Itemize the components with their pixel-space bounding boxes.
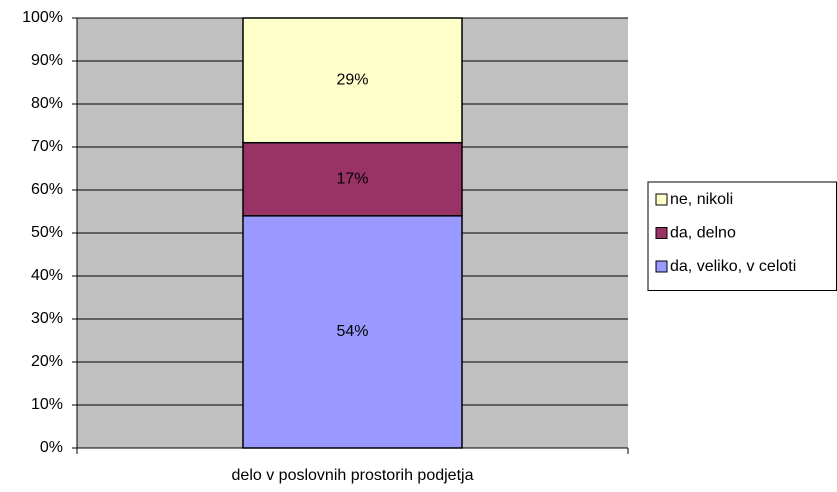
legend-swatch xyxy=(655,193,668,206)
y-tick-label: 20% xyxy=(31,353,63,370)
y-tick-label: 10% xyxy=(31,396,63,413)
bar-segment xyxy=(242,141,463,217)
y-tick-label: 90% xyxy=(31,52,63,69)
bar-segment xyxy=(242,17,463,144)
data-label: 54% xyxy=(336,323,368,340)
y-tick-label: 60% xyxy=(31,181,63,198)
y-tick-label: 50% xyxy=(31,224,63,241)
y-tick-label: 100% xyxy=(22,9,63,26)
legend-label: da, veliko, v celoti xyxy=(670,258,796,275)
legend-swatch xyxy=(655,260,668,273)
y-tick-label: 30% xyxy=(31,310,63,327)
legend-swatch xyxy=(655,227,668,239)
legend-label: da, delno xyxy=(670,225,736,242)
legend-label: ne, nikoli xyxy=(670,191,733,208)
data-label: 17% xyxy=(336,170,368,187)
legend xyxy=(647,181,837,291)
y-tick-label: 40% xyxy=(31,267,63,284)
y-tick-label: 70% xyxy=(31,138,63,155)
bar-segment xyxy=(242,215,463,449)
data-label: 29% xyxy=(336,72,368,89)
x-tick-label: delo v poslovnih prostorih podjetja xyxy=(232,467,474,484)
y-tick-label: 0% xyxy=(40,439,63,456)
y-tick-label: 80% xyxy=(31,95,63,112)
